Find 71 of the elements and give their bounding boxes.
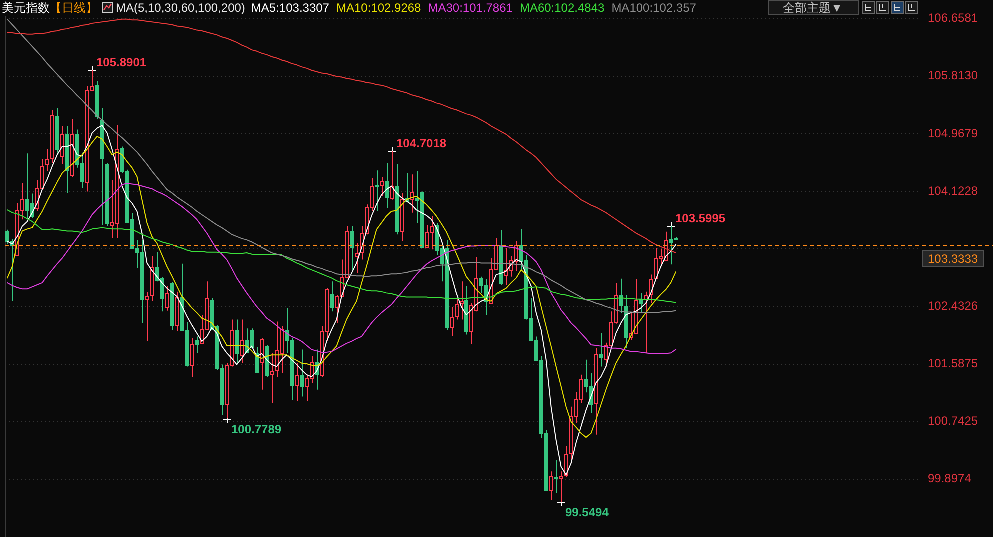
candlestick bbox=[640, 292, 644, 314]
candlestick bbox=[146, 292, 150, 342]
candlestick bbox=[66, 126, 70, 194]
annotation: 103.5995 bbox=[676, 212, 726, 226]
candlestick bbox=[554, 460, 558, 494]
candlestick bbox=[390, 150, 394, 200]
candlestick bbox=[350, 226, 354, 271]
candlestick bbox=[644, 291, 648, 354]
candlestick bbox=[464, 286, 468, 336]
candlestick bbox=[196, 336, 200, 354]
candlestick bbox=[600, 332, 604, 368]
candlestick bbox=[550, 471, 554, 501]
candlestick bbox=[166, 286, 170, 312]
candlestick bbox=[396, 164, 400, 236]
text: MA100:102.357 bbox=[612, 1, 697, 15]
candlestick bbox=[594, 348, 598, 436]
candlestick bbox=[564, 446, 568, 478]
candlestick bbox=[380, 176, 384, 197]
candlestick bbox=[296, 362, 300, 402]
annotation: 105.8901 bbox=[96, 56, 147, 70]
candlestick bbox=[260, 338, 264, 390]
text: MA10:102.9268 bbox=[336, 1, 422, 15]
chart-title: 美元指数 bbox=[2, 1, 50, 15]
candlestick bbox=[100, 107, 104, 226]
candlestick bbox=[70, 119, 74, 178]
candlestick bbox=[300, 349, 304, 398]
candlestick bbox=[176, 291, 180, 332]
candlestick bbox=[560, 471, 564, 503]
annotation: 104.7018 bbox=[396, 136, 447, 150]
candlestick bbox=[386, 162, 390, 209]
y-tick-label: 105.8130 bbox=[928, 68, 978, 83]
candlestick bbox=[410, 174, 414, 214]
line-series bbox=[6, 18, 677, 254]
candlestick bbox=[356, 242, 360, 274]
y-tick-label: 104.9679 bbox=[928, 126, 978, 140]
ref-line-label: 103.3333 bbox=[928, 252, 978, 266]
line-series bbox=[6, 183, 677, 354]
candlestick bbox=[330, 281, 334, 312]
y-tick-label: 101.5875 bbox=[928, 356, 978, 371]
candlestick bbox=[60, 126, 64, 165]
candlestick bbox=[270, 352, 274, 404]
y-tick-label: 100.7425 bbox=[928, 414, 978, 428]
y-tick-label: 102.4326 bbox=[928, 298, 978, 313]
text: 全部主题▼ bbox=[783, 1, 843, 15]
candlestick bbox=[50, 109, 54, 164]
candlestick bbox=[450, 306, 454, 337]
y-tick-label: 104.1228 bbox=[928, 184, 978, 198]
candlestick bbox=[236, 319, 240, 364]
candlestick bbox=[460, 281, 464, 320]
candlestick bbox=[190, 338, 194, 378]
candlestick bbox=[150, 256, 154, 302]
candlestick bbox=[46, 148, 50, 172]
y-tick-label: 99.8974 bbox=[928, 472, 972, 486]
text: MA5:103.3307 bbox=[251, 1, 330, 15]
text: MA60:102.4843 bbox=[520, 1, 606, 15]
candlestick bbox=[360, 226, 364, 260]
line-series bbox=[6, 18, 677, 314]
candlestick bbox=[376, 170, 380, 212]
y-tick-label: 106.6581 bbox=[928, 11, 978, 26]
candlestick bbox=[400, 192, 404, 242]
annotation: 100.7789 bbox=[232, 422, 282, 436]
candlestick bbox=[650, 274, 654, 304]
annotation: 99.5494 bbox=[566, 506, 610, 520]
candlestick bbox=[56, 107, 60, 154]
candlestick bbox=[456, 297, 460, 320]
text: MA30:101.7861 bbox=[428, 1, 514, 15]
line-series bbox=[6, 210, 677, 304]
candlestick bbox=[240, 319, 244, 364]
chart-subtitle: 【日线】 bbox=[50, 1, 98, 15]
candlestick bbox=[620, 278, 624, 314]
legend-title: MA(5,10,30,60,100,200) bbox=[116, 1, 246, 15]
